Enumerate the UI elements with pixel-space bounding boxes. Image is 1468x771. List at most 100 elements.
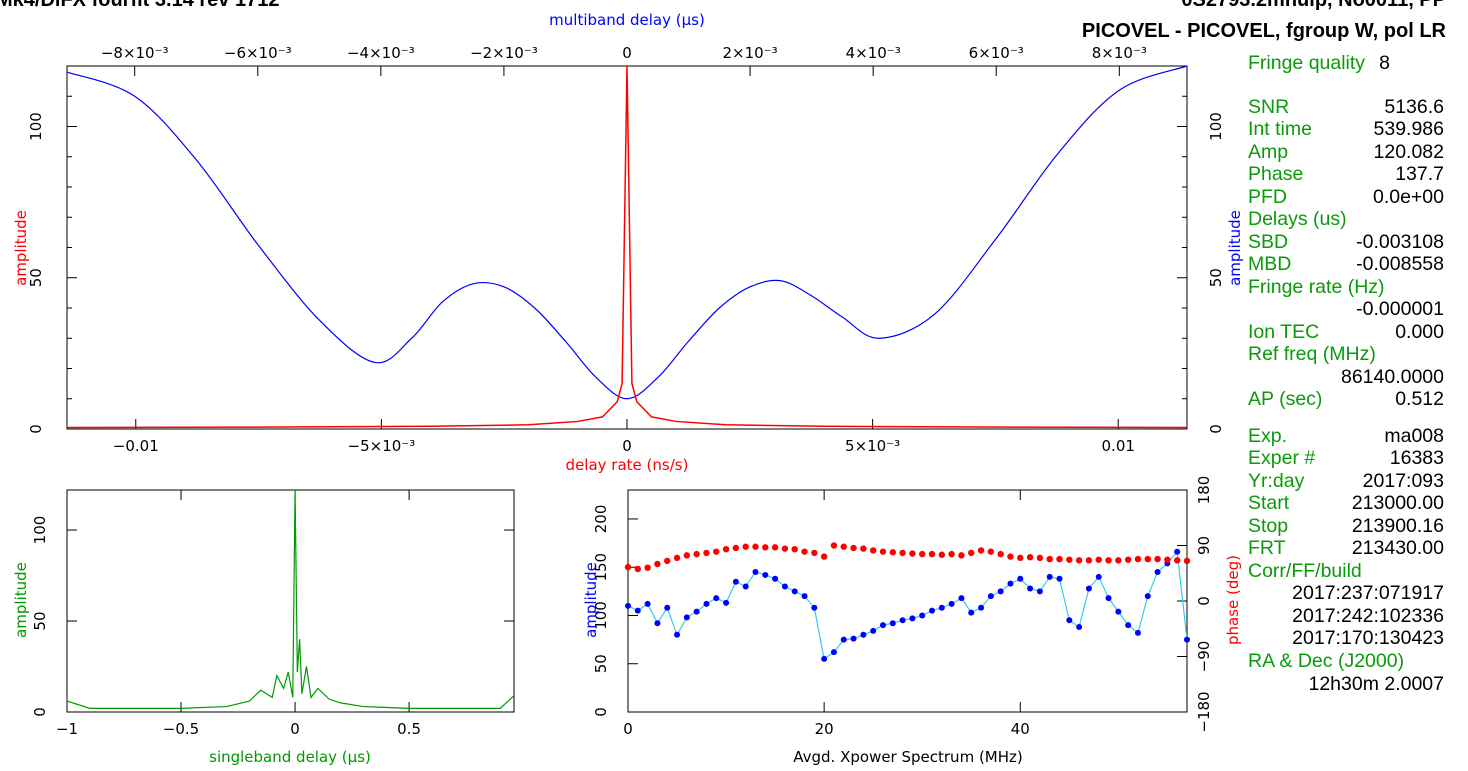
amplitude-point: [899, 617, 906, 624]
amplitude-point: [987, 593, 994, 600]
fringe-info-panel: Fringe quality 8 SNR 5136.6 Int time 539.98…: [1248, 52, 1444, 696]
fringe-rate-value: -0.000001: [1356, 298, 1444, 320]
xpower-phase-tick: 0: [1195, 596, 1213, 606]
top-panel: −0.01 −5×10⁻³ 0 5×10⁻³ 0.01 −8×10⁻³ −6×10⁻³ −4…: [12, 11, 1244, 474]
experiment-label: Stop: [1248, 514, 1289, 537]
experiment-row: Exper # 16383: [1248, 447, 1444, 470]
delay-label: MBD: [1248, 253, 1292, 275]
phase-point: [977, 547, 985, 554]
phase-point: [811, 549, 818, 557]
delay-row: MBD -0.008558: [1248, 253, 1444, 276]
amplitude-point: [879, 622, 886, 629]
phase-point: [948, 550, 955, 558]
experiment-value: 16383: [1389, 447, 1444, 469]
delay-rate-tick-label: −5×10⁻³: [348, 437, 416, 455]
multiband-delay-line: [66, 65, 1188, 400]
amplitude-point: [1115, 608, 1122, 615]
phase-point: [1164, 556, 1171, 563]
experiment-label: Exp.: [1248, 424, 1288, 447]
phase-point: [664, 557, 671, 565]
stat-value: 539.986: [1373, 118, 1445, 140]
amplitude-point: [654, 620, 661, 627]
phase-point: [928, 550, 936, 558]
experiment-row: FRT 213430.00: [1248, 537, 1444, 560]
mbd-tick-label: −8×10⁻³: [101, 44, 169, 62]
corr-date: 2017:242:102336: [1292, 604, 1444, 627]
mbd-tick-label: −6×10⁻³: [224, 44, 292, 62]
top-right-amplitude-label: amplitude: [1226, 210, 1244, 286]
mbd-tick-label: 2×10⁻³: [723, 44, 778, 62]
stat-label: Phase: [1248, 163, 1304, 185]
delay-rate-tick-label: −0.01: [113, 437, 159, 455]
fringe-rate-label: Fringe rate (Hz): [1248, 275, 1385, 298]
amplitude-point: [1085, 585, 1092, 592]
amplitude-point: [958, 595, 965, 602]
header-left-title: Mk4/DiFX fourfit 3.14 rev 1712: [0, 0, 279, 11]
amplitude-point: [781, 583, 788, 590]
delays-label: Delays (us): [1248, 208, 1347, 230]
stat-row: PFD 0.0e+00: [1248, 186, 1444, 209]
xpower-tick-label: 40: [1011, 720, 1030, 738]
xpower-phase-tick: 180: [1195, 476, 1213, 505]
phase-point: [830, 542, 838, 549]
amplitude-point: [703, 600, 710, 607]
baseline-title: PICOVEL - PICOVEL, fgroup W, pol LR: [1082, 20, 1447, 42]
phase-point: [703, 549, 710, 557]
xpower-phase-tick: 90: [1195, 536, 1213, 555]
experiment-row: Stop 213900.16: [1248, 515, 1444, 538]
phase-point: [1183, 557, 1191, 565]
amplitude-point: [693, 608, 700, 615]
sbd-tick-label: −1: [56, 720, 78, 738]
amplitude-point: [1154, 569, 1161, 576]
amplitude-point: [1017, 575, 1024, 582]
delay-rate-axis-label: delay rate (ns/s): [566, 456, 689, 474]
amplitude-point: [801, 593, 808, 600]
experiment-label: Yr:day: [1248, 469, 1305, 492]
amplitude-point: [1125, 622, 1132, 629]
phase-point: [1056, 555, 1063, 563]
phase-point: [820, 553, 828, 560]
phase-point: [673, 554, 681, 562]
phase-point: [987, 548, 995, 555]
stat-value: 0.0e+00: [1372, 185, 1444, 208]
sbd-tick-label: 0: [290, 720, 300, 738]
phase-point: [997, 550, 1004, 558]
stat-label: SNR: [1248, 95, 1290, 118]
amplitude-point: [723, 599, 730, 606]
amplitude-point: [840, 636, 847, 643]
xpower-amplitude-line: [627, 550, 1188, 660]
amplitude-tick-label: 0: [1207, 424, 1225, 434]
amplitude-point: [1134, 629, 1141, 636]
amplitude-point: [791, 588, 798, 595]
phase-point: [840, 543, 847, 550]
phase-point: [762, 544, 769, 551]
ion-tec-value: 0.000: [1395, 320, 1444, 343]
amplitude-point: [889, 620, 896, 627]
phase-point: [879, 548, 887, 555]
phase-point: [634, 565, 642, 573]
amplitude-point: [1076, 624, 1083, 631]
sbd-tick-label: −0.5: [163, 720, 199, 738]
sbd-amplitude-tick: 50: [31, 611, 49, 630]
delay-value: -0.003108: [1356, 230, 1444, 253]
experiment-label: Start: [1248, 492, 1290, 514]
amplitude-point: [1174, 548, 1181, 555]
phase-point: [1017, 554, 1024, 562]
multiband-delay-series: [66, 65, 1188, 400]
xpower-x-ticks: 0 20 40: [623, 490, 1030, 738]
mbd-tick-label: −2×10⁻³: [470, 44, 538, 62]
xpower-phase-label: phase (deg): [1224, 555, 1242, 645]
sbd-amplitude-label: amplitude: [12, 562, 30, 638]
phase-point: [732, 544, 740, 552]
phase-point: [1075, 557, 1083, 564]
ap-value: 0.512: [1395, 388, 1444, 410]
radec-label: RA & Dec (J2000): [1248, 649, 1405, 672]
xpower-amplitude-ticks: 0 50 100 150 200: [592, 505, 638, 717]
amplitude-point: [1144, 593, 1151, 600]
radec-value: 12h30m 2.0007: [1308, 673, 1444, 695]
phase-point: [624, 563, 632, 571]
amplitude-point: [870, 627, 877, 634]
phase-point: [899, 549, 906, 557]
